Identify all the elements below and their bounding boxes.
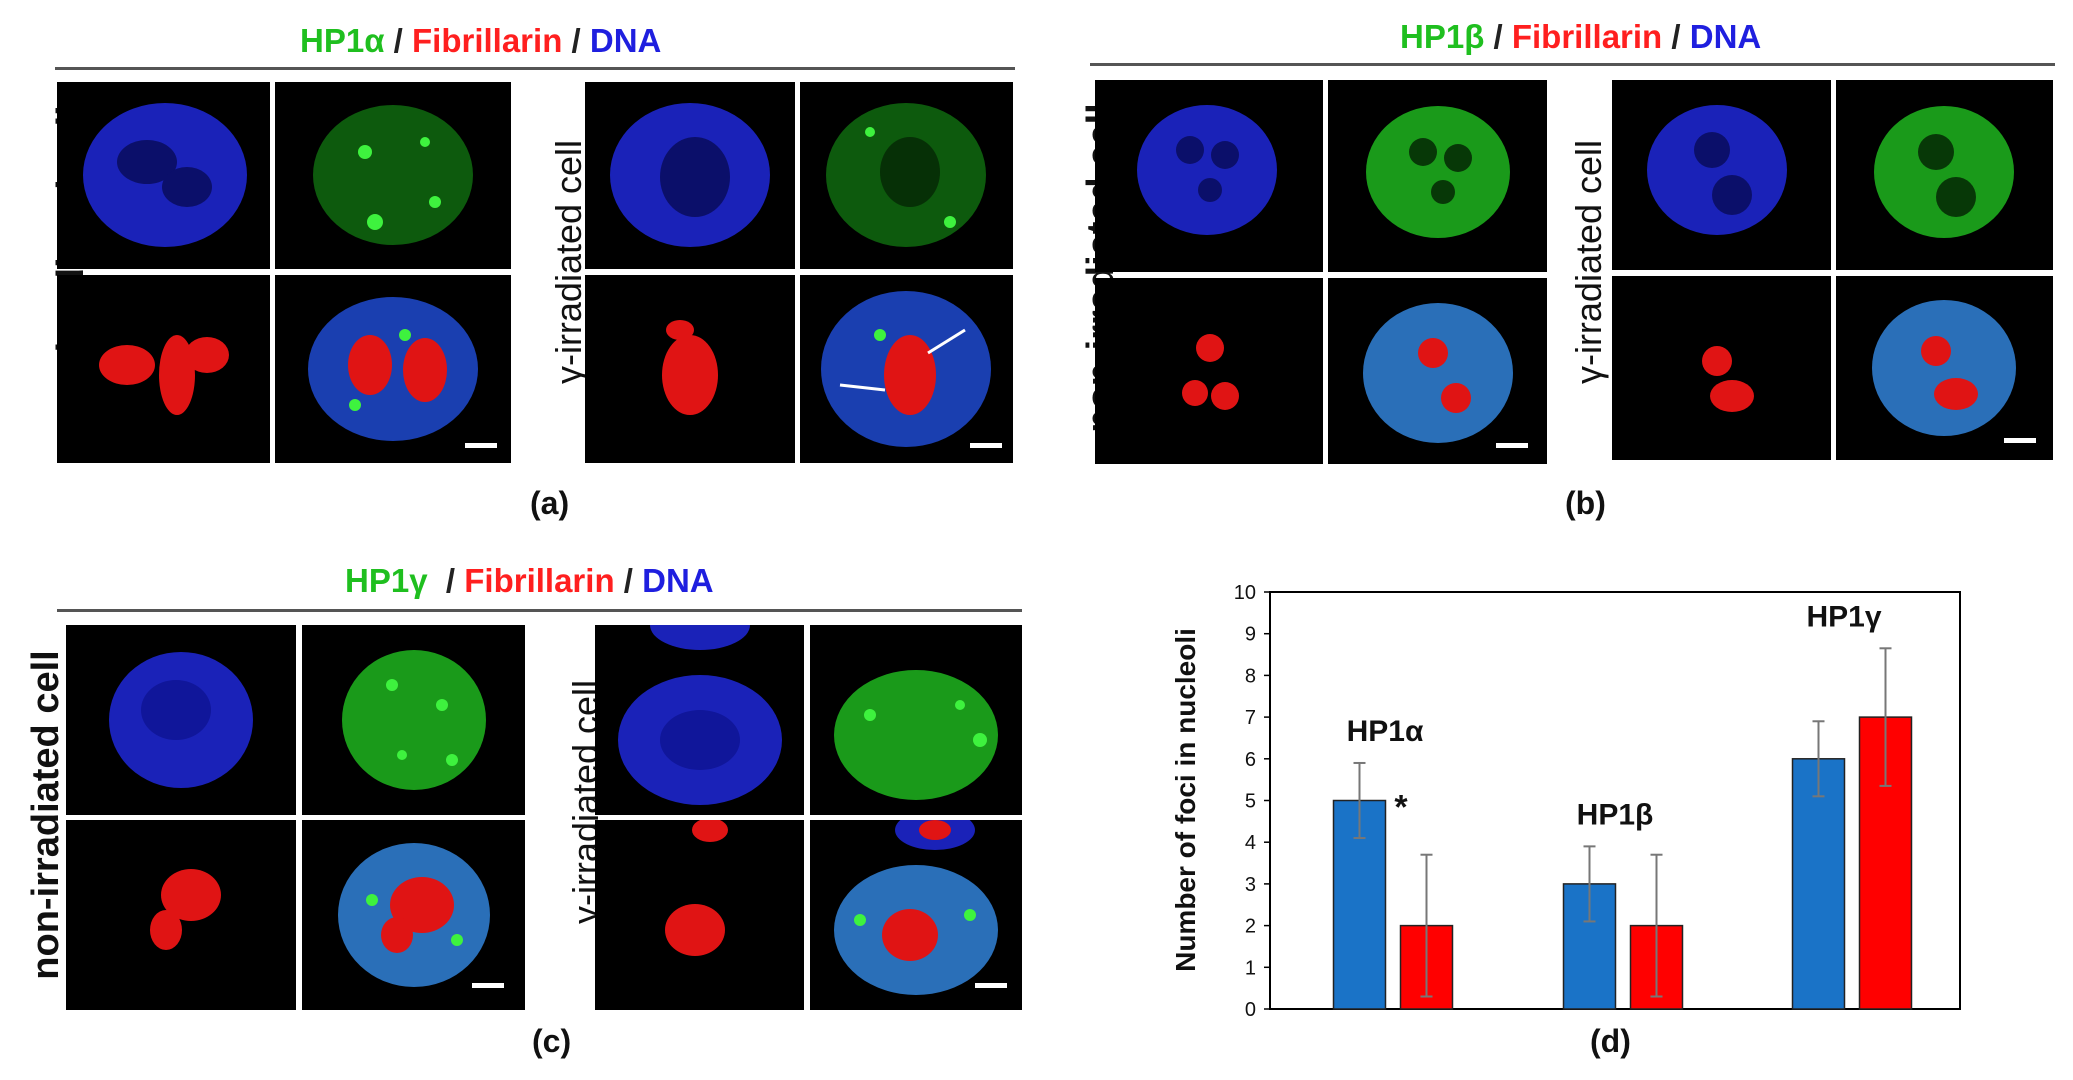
y-tick-label: 1 — [1245, 957, 1256, 979]
micrograph-b-nonirr-merge — [1328, 278, 1547, 464]
category-label: HP1α — [1347, 715, 1424, 748]
figure-c-title: HP1γ / Fibrillarin / DNA — [345, 562, 714, 599]
y-tick-label: 9 — [1245, 624, 1256, 646]
micrograph-c-irr-merge — [810, 820, 1022, 1010]
micrograph-b-irr-merge — [1836, 276, 2053, 460]
category-label: HP1β — [1577, 798, 1654, 831]
y-tick-label: 7 — [1245, 707, 1256, 729]
micrograph-c-irr-hp1 — [810, 625, 1022, 815]
scale-bar — [465, 443, 497, 448]
micrograph-b-irr-dna — [1612, 80, 1831, 270]
micrograph-a-irr-hp1 — [800, 82, 1013, 269]
micrograph-c-irr-fib — [595, 820, 804, 1010]
micrograph-c-nonirr-dna — [66, 625, 296, 815]
y-tick-label: 2 — [1245, 916, 1256, 938]
figure-b-label: (b) — [1565, 485, 1606, 521]
micrograph-c-nonirr-hp1 — [302, 625, 525, 815]
micrograph-b-irr-hp1 — [1836, 80, 2053, 270]
figure-a-rule — [55, 67, 1015, 70]
significance-asterisk: * — [1394, 789, 1408, 827]
scale-bar — [1496, 443, 1528, 448]
bar — [1791, 758, 1846, 1010]
bars — [1332, 647, 1913, 1010]
micrograph-a-irr-dna — [585, 82, 795, 269]
figure-d-label: (d) — [1590, 1023, 1631, 1059]
scale-bar — [472, 983, 504, 988]
micrograph-b-nonirr-fib — [1095, 278, 1323, 464]
y-tick-label: 3 — [1245, 874, 1256, 896]
figure-c-label: (c) — [532, 1023, 572, 1059]
foci-bar-chart: 0 1 2 3 4 5 6 7 8 9 10 HP1α HP1β HP1γ * Number of foc… — [1170, 582, 1961, 1021]
micrograph-a-nonirr-dna — [57, 82, 270, 269]
micrograph-a-nonirr-merge — [275, 275, 511, 463]
micrograph-a-nonirr-fib — [57, 275, 270, 463]
figure-b-irradiated-label: γ-irradiated cell — [1568, 139, 1609, 385]
y-tick-label: 4 — [1245, 832, 1256, 854]
micrograph-a-nonirr-hp1 — [275, 82, 511, 269]
micrograph-a-irr-merge — [800, 275, 1013, 463]
figure-b-title: HP1β / Fibrillarin / DNA — [1400, 18, 1762, 55]
micrograph-b-irr-fib — [1612, 276, 1831, 460]
scale-bar — [970, 443, 1002, 448]
micrograph-c-nonirr-merge — [302, 820, 525, 1010]
y-axis: 0 1 2 3 4 5 6 7 8 9 10 — [1234, 582, 1270, 1021]
scale-bar — [975, 983, 1007, 988]
y-tick-label: 10 — [1234, 582, 1256, 604]
micrograph-b-nonirr-dna — [1095, 80, 1323, 272]
y-tick-label: 5 — [1245, 791, 1256, 813]
y-tick-label: 6 — [1245, 749, 1256, 771]
figure-a-title: HP1α / Fibrillarin / DNA — [300, 22, 662, 59]
micrograph-c-irr-dna — [595, 625, 804, 815]
y-axis-label: Number of foci in nucleoli — [1170, 628, 1201, 972]
micrograph-c-nonirr-fib — [66, 820, 296, 1010]
y-tick-label: 0 — [1245, 999, 1256, 1021]
scale-bar — [2004, 438, 2036, 443]
category-labels: HP1α HP1β HP1γ * — [1347, 600, 1882, 831]
category-label: HP1γ — [1806, 600, 1881, 633]
figure-a-label: (a) — [530, 485, 570, 521]
y-tick-label: 8 — [1245, 665, 1256, 687]
figure-c-rule — [57, 609, 1022, 612]
micrograph-b-nonirr-hp1 — [1328, 80, 1547, 272]
micrograph-a-irr-fib — [585, 275, 795, 463]
figure-b-rule — [1090, 63, 2055, 66]
